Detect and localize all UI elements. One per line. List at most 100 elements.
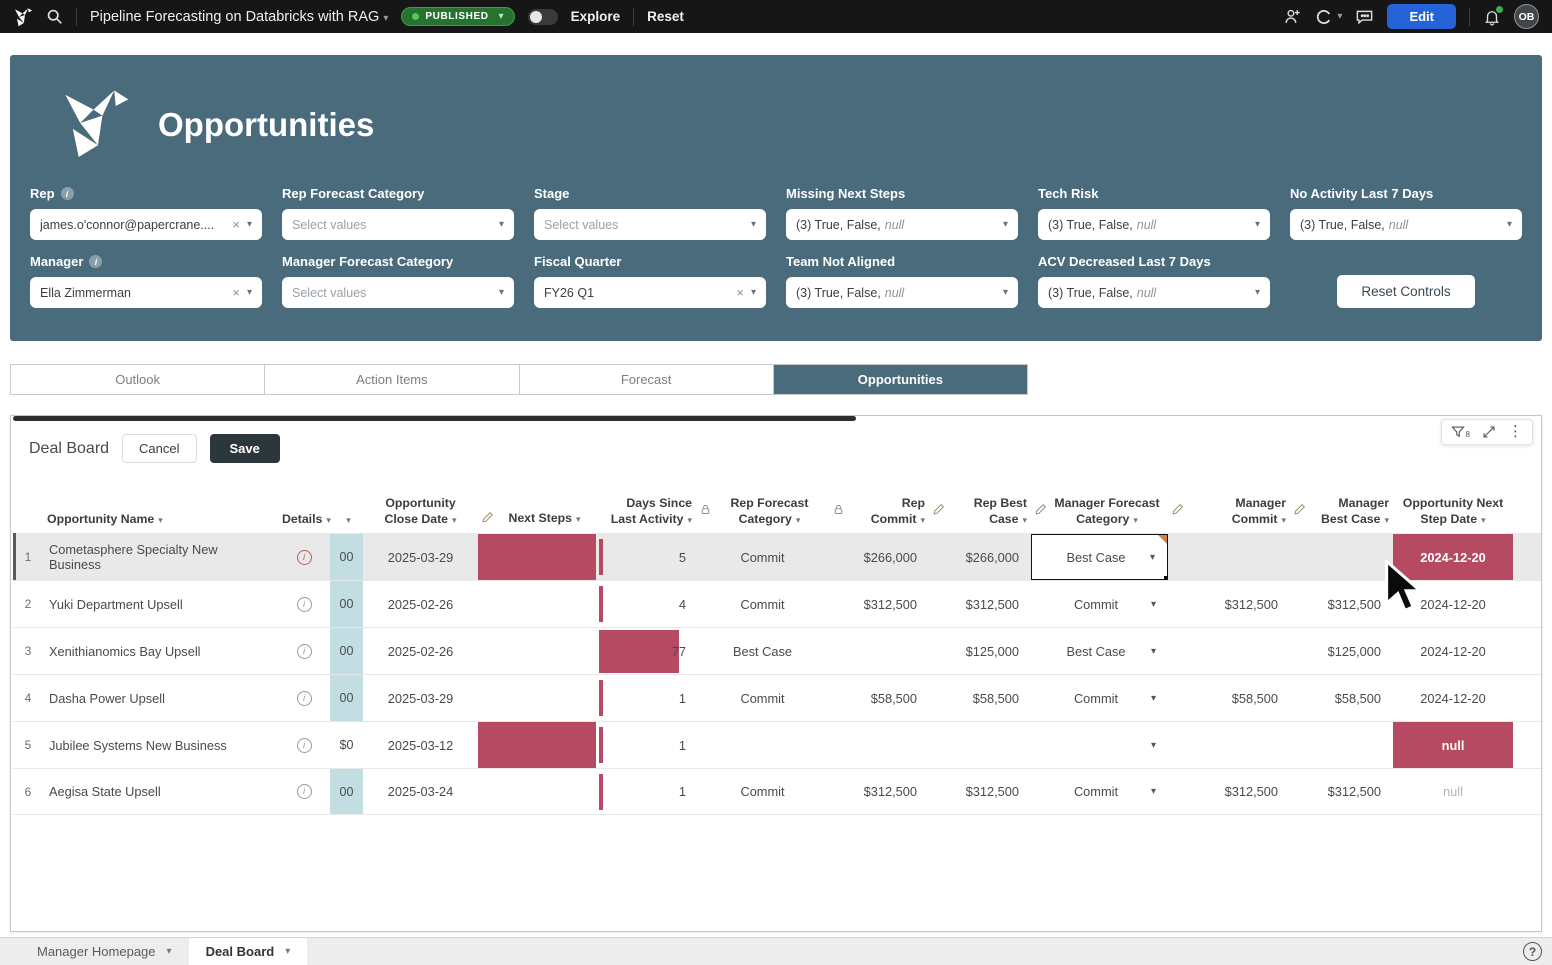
filter-input-missing-next-steps[interactable]: (3) True, False, null ▾ <box>786 209 1018 240</box>
app-logo-crane-icon[interactable] <box>13 7 33 27</box>
manager-forecast-select[interactable]: Best Case ▾ <box>1031 628 1168 674</box>
manager-forecast-select[interactable]: Commit ▾ <box>1031 581 1168 627</box>
manager-best-case-cell[interactable] <box>1290 722 1393 768</box>
manager-forecast-select[interactable]: Commit ▾ <box>1031 675 1168 721</box>
manager-commit-cell[interactable] <box>1168 628 1290 674</box>
column-header-manager-commit[interactable]: Manager Commit ▾ <box>1168 496 1290 527</box>
next-steps-cell[interactable] <box>478 628 596 674</box>
acv-cell[interactable]: $0 <box>339 738 354 752</box>
days-bar <box>599 774 603 810</box>
rep-best-case-cell[interactable]: $312,500 <box>965 596 1019 612</box>
tab-opportunities[interactable]: Opportunities <box>773 365 1027 394</box>
manager-commit-cell[interactable] <box>1168 722 1290 768</box>
document-title[interactable]: Pipeline Forecasting on Databricks with … <box>90 8 389 25</box>
clear-icon[interactable]: × <box>736 285 744 300</box>
kebab-menu-icon[interactable]: ⋮ <box>1508 423 1523 440</box>
fill-handle[interactable] <box>1164 576 1168 580</box>
acv-cell[interactable]: 00 <box>330 534 363 580</box>
filter-input-rep-forecast-category[interactable]: Select values ▾ <box>282 209 514 240</box>
details-info-icon[interactable]: i <box>296 643 312 659</box>
next-steps-cell[interactable] <box>478 769 596 814</box>
next-steps-cell[interactable] <box>478 722 596 768</box>
manager-best-case-cell[interactable]: $312,500 <box>1327 596 1381 612</box>
column-header-opportunity-name[interactable]: Opportunity Name ▾ <box>43 512 278 527</box>
filter-input-manager[interactable]: Ella Zimmerman × ▾ <box>30 277 262 308</box>
horizontal-scrollbar[interactable] <box>13 416 856 421</box>
close-date-cell: 2025-03-12 <box>387 737 454 753</box>
next-steps-cell[interactable] <box>478 581 596 627</box>
rep-best-case-cell[interactable]: $312,500 <box>965 784 1019 799</box>
clear-icon[interactable]: × <box>232 217 240 232</box>
details-info-icon[interactable]: i <box>296 737 312 753</box>
search-icon[interactable] <box>46 8 63 25</box>
manager-best-case-cell[interactable] <box>1290 534 1393 580</box>
column-header-rep-best-case[interactable]: Rep Best Case ▾ <box>929 496 1031 527</box>
filter-input-team-not-aligned[interactable]: (3) True, False, null ▾ <box>786 277 1018 308</box>
help-icon[interactable]: ? <box>1523 942 1542 961</box>
filter-input-rep[interactable]: james.o'connor@papercrane.... × ▾ <box>30 209 262 240</box>
share-user-add-icon[interactable] <box>1283 7 1302 26</box>
acv-cell[interactable]: 00 <box>330 628 363 674</box>
rep-best-case-cell[interactable]: $58,500 <box>972 690 1019 706</box>
rep-best-case-cell[interactable]: $266,000 <box>965 549 1019 565</box>
edit-button[interactable]: Edit <box>1387 4 1456 29</box>
notifications-bell-icon[interactable] <box>1483 5 1503 26</box>
page-tab-manager-homepage[interactable]: Manager Homepage ▾ <box>37 944 172 959</box>
filter-input-acv-decreased-last-7-days[interactable]: (3) True, False, null ▾ <box>1038 277 1270 308</box>
tab-action-items[interactable]: Action Items <box>265 365 520 394</box>
filter-input-fiscal-quarter[interactable]: FY26 Q1 × ▾ <box>534 277 766 308</box>
manager-forecast-select[interactable]: Commit ▾ <box>1031 769 1168 814</box>
table-row: 4 Dasha Power Upsell i 00 2025-03-29 1 Commit $… <box>13 674 1541 721</box>
column-header-days-since-last-activity[interactable]: Days Since Last Activity ▾ <box>596 496 696 527</box>
manager-commit-cell[interactable]: $312,500 <box>1224 596 1278 612</box>
manager-forecast-select[interactable]: Best Case ▾ <box>1031 534 1168 580</box>
manager-best-case-cell[interactable]: $125,000 <box>1327 643 1381 659</box>
manager-commit-cell[interactable]: $58,500 <box>1231 690 1278 706</box>
column-header-next-steps[interactable]: Next Steps ▾ <box>478 511 596 527</box>
cancel-button[interactable]: Cancel <box>122 434 197 463</box>
maximize-icon[interactable] <box>1482 425 1496 439</box>
column-header-details[interactable]: Details ▾ <box>278 512 331 527</box>
details-info-icon[interactable]: i <box>296 784 312 799</box>
avatar[interactable]: OB <box>1514 4 1539 29</box>
published-badge[interactable]: PUBLISHED ▾ <box>401 7 515 26</box>
filter-icon[interactable]: 8 <box>1450 425 1470 439</box>
explore-toggle[interactable] <box>527 8 558 25</box>
sort-caret-icon: ▾ <box>1281 514 1286 525</box>
clear-icon[interactable]: × <box>232 285 240 300</box>
rep-best-case-cell[interactable]: $125,000 <box>965 643 1019 659</box>
acv-cell[interactable]: 00 <box>330 675 363 721</box>
column-header-manager-forecast-category[interactable]: Manager Forecast Category ▾ <box>1031 496 1168 527</box>
save-button[interactable]: Save <box>209 434 280 463</box>
page-tab-deal-board[interactable]: Deal Board ▾ <box>188 938 308 965</box>
manager-best-case-cell[interactable]: $58,500 <box>1334 690 1381 706</box>
details-info-icon[interactable]: i <box>296 596 312 612</box>
column-header-rep-commit[interactable]: Rep Commit ▾ <box>829 496 929 527</box>
filter-input-stage[interactable]: Select values ▾ <box>534 209 766 240</box>
next-steps-cell[interactable] <box>478 675 596 721</box>
column-header-opportunity-next-step-date[interactable]: Opportunity Next Step Date ▾ <box>1393 496 1513 527</box>
manager-commit-cell[interactable]: $312,500 <box>1224 784 1278 799</box>
acv-cell[interactable]: 00 <box>330 769 363 814</box>
acv-cell[interactable]: 00 <box>330 581 363 627</box>
details-info-icon[interactable]: i <box>296 690 312 706</box>
filter-input-tech-risk[interactable]: (3) True, False, null ▾ <box>1038 209 1270 240</box>
column-header-rep-forecast-category[interactable]: Rep Forecast Category ▾ <box>696 496 829 527</box>
tab-forecast[interactable]: Forecast <box>519 365 774 394</box>
rep-best-case-cell[interactable] <box>929 722 1031 768</box>
reset-link[interactable]: Reset <box>647 9 684 24</box>
manager-forecast-select[interactable]: ▾ <box>1031 722 1168 768</box>
filter-input-manager-forecast-category[interactable]: Select values ▾ <box>282 277 514 308</box>
details-info-icon[interactable]: i <box>296 549 312 565</box>
column-header-opportunity-close-date[interactable]: Opportunity Close Date ▾ <box>363 496 478 527</box>
column-header-hidden-column[interactable]: ▾ <box>330 512 363 527</box>
manager-commit-cell[interactable] <box>1168 534 1290 580</box>
column-header-manager-best-case[interactable]: Manager Best Case ▾ <box>1290 496 1393 527</box>
refresh-icon[interactable]: ▾ <box>1315 8 1342 26</box>
next-steps-cell[interactable] <box>478 534 596 580</box>
comment-icon[interactable] <box>1355 7 1374 26</box>
tab-outlook[interactable]: Outlook <box>11 365 266 394</box>
manager-best-case-cell[interactable]: $312,500 <box>1327 784 1381 799</box>
filter-input-no-activity-last-7-days[interactable]: (3) True, False, null ▾ <box>1290 209 1522 240</box>
reset-controls-button[interactable]: Reset Controls <box>1337 275 1475 308</box>
